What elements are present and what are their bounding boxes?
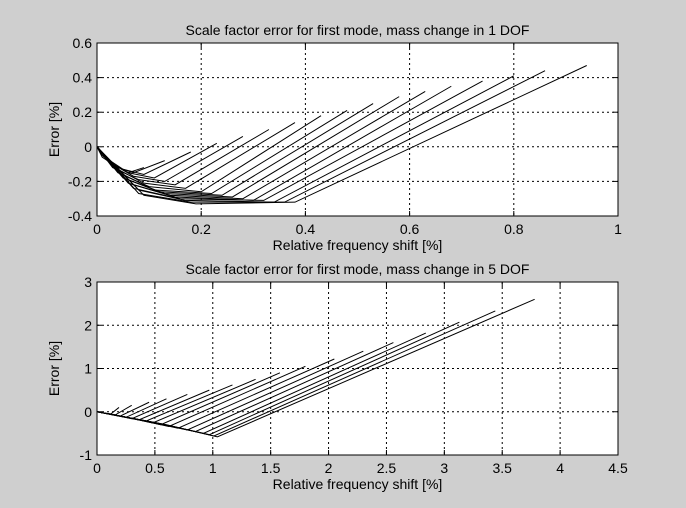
- x-tick-label: 0.8: [504, 221, 524, 237]
- y-axis-label: Error [%]: [46, 341, 62, 396]
- x-tick-label: 4.5: [608, 460, 628, 476]
- x-tick-label: 2: [325, 460, 333, 476]
- x-tick-label: 2.5: [377, 460, 397, 476]
- x-tick-label: 4: [556, 460, 564, 476]
- x-tick-label: 0.6: [400, 221, 420, 237]
- y-tick-label: 0.4: [73, 70, 93, 86]
- x-tick-label: 1: [614, 221, 622, 237]
- y-tick-label: -0.4: [68, 208, 92, 224]
- y-tick-label: 0.6: [73, 35, 93, 51]
- y-tick-label: 2: [84, 317, 92, 333]
- x-tick-label: 0: [93, 221, 101, 237]
- y-tick-label: -1: [80, 447, 93, 463]
- x-tick-label: 3.5: [492, 460, 512, 476]
- chart-title: Scale factor error for first mode, mass …: [186, 261, 530, 277]
- x-axis-label: Relative frequency shift [%]: [273, 237, 443, 253]
- y-axis-label: Error [%]: [46, 102, 62, 157]
- x-tick-label: 1: [209, 460, 217, 476]
- series-line-6: [96, 129, 270, 186]
- y-tick-label: 0.2: [73, 104, 93, 120]
- x-tick-label: 0.5: [145, 460, 165, 476]
- series-line-17: [96, 65, 587, 205]
- y-tick-label: 0: [84, 404, 92, 420]
- x-axis-label: Relative frequency shift [%]: [273, 476, 443, 492]
- plot-area: [97, 43, 618, 216]
- x-tick-label: 0.2: [191, 221, 211, 237]
- subplot-1: 0 0.2 0.4 0.6 0.8 1 -0.4 -0.2 0 0.2 0.4 0.6 Scale fa…: [46, 22, 622, 253]
- x-tick-label: 0: [93, 460, 101, 476]
- x-tick-label: 1.5: [261, 460, 281, 476]
- series-line-17: [96, 298, 535, 438]
- y-tick-label: 1: [84, 361, 92, 377]
- y-tick-label: 3: [84, 274, 92, 290]
- y-tick-label: -0.2: [68, 173, 92, 189]
- x-tick-label: 3: [440, 460, 448, 476]
- x-tick-label: 0.4: [296, 221, 316, 237]
- series-line-16: [96, 70, 546, 203]
- y-tick-label: 0: [84, 139, 92, 155]
- chart-title: Scale factor error for first mode, mass …: [186, 22, 530, 38]
- axes-frame: [96, 42, 619, 217]
